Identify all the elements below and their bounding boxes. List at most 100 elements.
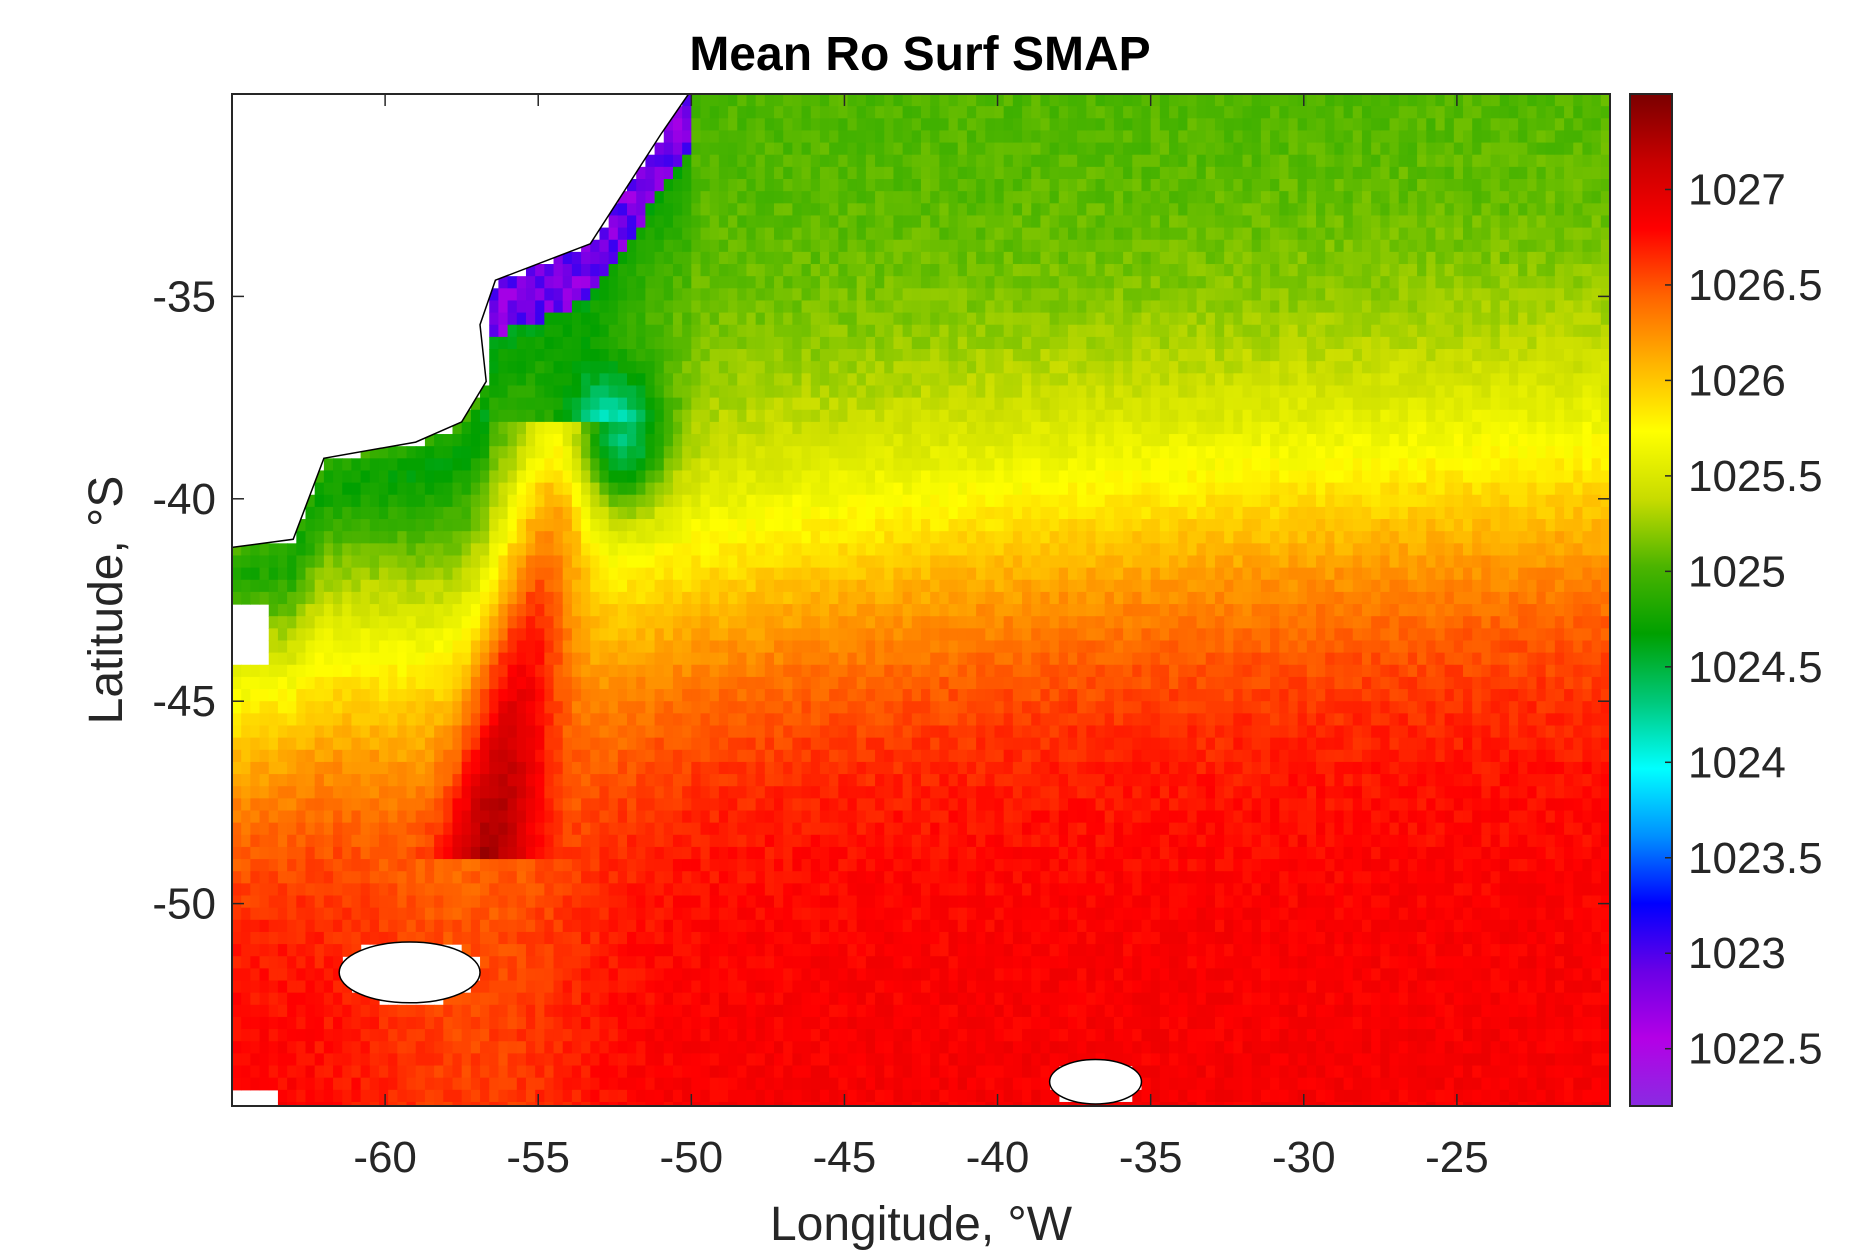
- heatmap-cell: [700, 227, 711, 241]
- heatmap-cell: [764, 944, 775, 957]
- heatmap-cell: [801, 531, 812, 544]
- heatmap-cell: [663, 361, 674, 374]
- heatmap-cell: [847, 349, 858, 362]
- heatmap-cell: [709, 434, 720, 447]
- heatmap-cell: [544, 956, 555, 969]
- heatmap-cell: [241, 701, 251, 714]
- heatmap-cell: [783, 883, 793, 897]
- heatmap-cell: [847, 616, 858, 629]
- heatmap-cell: [397, 1053, 408, 1067]
- heatmap-cell: [691, 288, 702, 302]
- heatmap-cell: [654, 409, 665, 423]
- heatmap-cell: [369, 1101, 380, 1106]
- heatmap-cell: [819, 810, 830, 824]
- heatmap-cell: [232, 798, 242, 812]
- heatmap-cell: [682, 761, 692, 775]
- heatmap-cell: [351, 810, 362, 824]
- heatmap-cell: [562, 446, 573, 459]
- heatmap-cell: [535, 980, 545, 994]
- heatmap-cell: [801, 94, 812, 107]
- heatmap-cell: [581, 689, 591, 702]
- heatmap-cell: [810, 591, 821, 605]
- heatmap-cell: [801, 385, 812, 399]
- heatmap-cell: [434, 931, 444, 945]
- heatmap-cell: [489, 798, 500, 812]
- heatmap-cell: [682, 846, 692, 860]
- heatmap-cell: [709, 409, 720, 423]
- heatmap-cell: [268, 846, 279, 860]
- heatmap-cell: [856, 931, 867, 945]
- heatmap-cell: [902, 142, 913, 156]
- heatmap-cell: [250, 810, 261, 824]
- heatmap-cell: [728, 689, 738, 702]
- heatmap-cell: [774, 895, 784, 909]
- heatmap-cell: [415, 883, 426, 897]
- heatmap-cell: [865, 179, 876, 192]
- heatmap-cell: [424, 895, 435, 909]
- heatmap-cell: [388, 737, 398, 751]
- heatmap-cell: [489, 895, 500, 909]
- heatmap-cell: [884, 907, 895, 921]
- heatmap-cell: [617, 421, 628, 435]
- heatmap-cell: [746, 907, 757, 921]
- heatmap-cell: [562, 859, 573, 872]
- heatmap-cell: [810, 579, 821, 593]
- heatmap-cell: [516, 968, 527, 982]
- heatmap-cell: [755, 94, 766, 107]
- heatmap-cell: [424, 1065, 435, 1079]
- heatmap-cell: [672, 312, 683, 326]
- heatmap-cell: [480, 834, 490, 848]
- heatmap-cell: [636, 324, 646, 338]
- heatmap-cell: [654, 579, 665, 593]
- heatmap-cell: [360, 458, 371, 472]
- heatmap-cell: [535, 919, 545, 933]
- heatmap-cell: [305, 992, 316, 1006]
- heatmap-cell: [277, 871, 288, 884]
- heatmap-cell: [847, 701, 858, 714]
- heatmap-cell: [709, 130, 720, 144]
- heatmap-cell: [489, 1016, 500, 1030]
- heatmap-cell: [489, 361, 500, 374]
- heatmap-cell: [535, 822, 545, 836]
- heatmap-cell: [654, 931, 665, 945]
- heatmap-cell: [415, 822, 426, 836]
- heatmap-cell: [470, 555, 481, 569]
- heatmap-cell: [333, 968, 343, 982]
- heatmap-cell: [691, 349, 702, 362]
- heatmap-cell: [562, 944, 573, 957]
- heatmap-cell: [360, 543, 371, 557]
- heatmap-cell: [884, 519, 895, 532]
- heatmap-cell: [507, 664, 518, 678]
- heatmap-cell: [232, 1029, 242, 1042]
- heatmap-cell: [792, 506, 803, 520]
- heatmap-cell: [682, 944, 692, 957]
- heatmap-cell: [608, 373, 619, 387]
- heatmap-cell: [728, 883, 738, 897]
- heatmap-cell: [617, 1101, 628, 1106]
- heatmap-cell: [792, 664, 803, 678]
- heatmap-cell: [875, 713, 885, 727]
- heatmap-cell: [241, 956, 251, 969]
- heatmap-cell: [801, 506, 812, 520]
- heatmap-cell: [627, 968, 637, 982]
- heatmap-cell: [378, 519, 389, 532]
- heatmap-cell: [645, 628, 656, 642]
- heatmap-cell: [360, 992, 371, 1006]
- heatmap-cell: [737, 458, 748, 472]
- heatmap-cell: [434, 883, 444, 897]
- heatmap-cell: [571, 859, 582, 872]
- heatmap-cell: [819, 968, 830, 982]
- heatmap-cell: [810, 130, 821, 144]
- heatmap-cell: [241, 846, 251, 860]
- heatmap-cell: [553, 470, 564, 484]
- heatmap-cell: [847, 264, 858, 277]
- heatmap-cell: [645, 288, 656, 302]
- heatmap-cell: [323, 701, 334, 714]
- heatmap-cell: [755, 106, 766, 119]
- heatmap-cell: [627, 494, 637, 508]
- heatmap-cell: [737, 94, 748, 107]
- heatmap-cell: [755, 409, 766, 423]
- heatmap-cell: [663, 531, 674, 544]
- heatmap-cell: [718, 531, 729, 544]
- heatmap-cell: [746, 640, 757, 654]
